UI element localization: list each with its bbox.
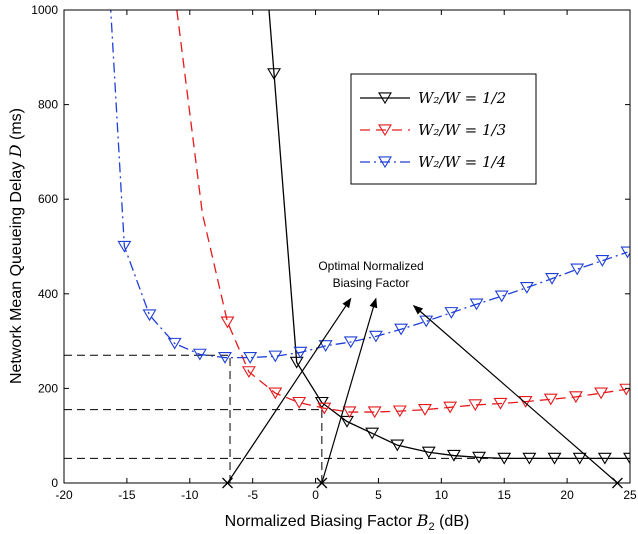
data-point-marker [368,330,383,343]
data-point-marker [418,404,432,416]
plot-frame [63,9,631,484]
data-point-marker [314,396,329,409]
data-point-marker [390,439,405,452]
series-2 [176,10,630,419]
data-point-marker [494,290,509,303]
data-point-marker [268,350,283,363]
data-point-marker [318,340,333,353]
legend: W₂/W = 1/2 W₂/W = 1/3 W₂/W = 1/4 [350,73,537,185]
data-point-marker [543,393,558,406]
data-point-marker [597,452,612,465]
data-point-marker [394,323,409,336]
legend-entry-1: W₂/W = 1/2 [360,89,506,107]
data-point-marker [340,415,354,428]
x-tick-label: 15 [498,488,512,502]
series-3 [110,10,630,364]
y-axis-label: Network Mean Queueing Delay D (ms) [6,108,25,384]
legend-marker [378,124,392,137]
data-point-marker [446,449,461,462]
annotation-line-1: Optimal Normalized [318,259,423,273]
data-point-marker [568,391,583,404]
data-point-marker [342,406,357,419]
data-point-marker [444,307,459,319]
series-line [110,10,628,359]
data-point-marker [522,452,537,465]
data-point-marker [493,397,508,410]
series-1 [267,10,630,465]
annotation-arrow [321,297,378,484]
data-point-marker [623,452,630,465]
data-point-marker [620,246,630,259]
legend-marker [378,156,392,169]
data-point-marker [367,406,382,419]
data-point-marker [142,309,157,322]
data-point-marker [572,452,587,465]
legend-label: W₂/W = 1/3 [418,121,506,139]
data-point-marker [443,401,458,414]
series-line [268,10,630,460]
data-point-marker [594,387,609,400]
data-point-marker [472,451,487,464]
data-point-marker [218,352,232,364]
annotation-arrow [227,297,352,484]
y-tick-label: 200 [38,381,58,395]
legend-items: W₂/W = 1/2 W₂/W = 1/3 W₂/W = 1/4 [360,89,506,171]
y-tick-label: 0 [51,476,58,490]
data-point-marker [343,336,358,349]
data-point-marker [267,68,282,81]
x-tick-label: 5 [375,488,382,502]
data-point-marker [268,387,283,400]
data-point-marker [619,383,630,396]
y-tick-label: 400 [38,287,58,301]
annotation-line-2: Biasing Factor [333,276,410,290]
data-point-marker [117,240,132,253]
y-tick-label: 800 [38,98,58,112]
data-point-marker [545,273,559,285]
data-point-marker [518,395,533,408]
data-point-marker [289,356,304,369]
data-point-marker [595,255,610,267]
x-tick-label: -10 [181,488,199,502]
x-tick-label: 20 [560,488,574,502]
data-point-marker [570,263,585,276]
legend-entry-3: W₂/W = 1/4 [360,153,506,171]
data-point-marker [243,352,258,364]
data-point-marker [292,396,307,409]
x-tick-label: 10 [435,488,449,502]
data-point-marker [421,446,436,459]
data-point-marker [519,282,534,294]
x-tick-label: 0 [312,488,319,502]
series-line [176,10,627,413]
data-point-marker [468,399,483,412]
data-point-marker [469,298,484,311]
data-point-marker [220,316,235,329]
x-tick-label: 25 [623,488,637,502]
annotation-arrow [412,304,618,484]
data-point-marker [392,405,407,418]
legend-label: W₂/W = 1/4 [418,153,506,171]
data-point-marker [192,348,207,361]
x-tick-label: -15 [118,488,136,502]
legend-marker [378,92,392,105]
x-tick-label: -5 [247,488,258,502]
data-point-marker [167,337,182,350]
legend-entry-2: W₂/W = 1/3 [360,121,506,139]
x-tick-label: -20 [55,488,73,502]
data-point-marker [365,427,380,440]
legend-label: W₂/W = 1/2 [418,89,506,107]
y-tick-label: 1000 [31,3,58,17]
data-point-marker [497,452,512,465]
y-tick-label: 600 [38,192,58,206]
axis-ticks: -20 -15 -10 -5 0 5 10 15 20 25 0 200 400 600 800 1000 [31,3,637,502]
data-point-marker [317,402,332,415]
x-axis-label: Normalized Biasing Factor B2 (dB) [225,511,470,533]
annotation-arrows [227,297,618,484]
data-point-marker [293,346,308,359]
data-point-marker [241,366,256,379]
data-point-marker [547,452,562,465]
series-layer [110,10,630,465]
